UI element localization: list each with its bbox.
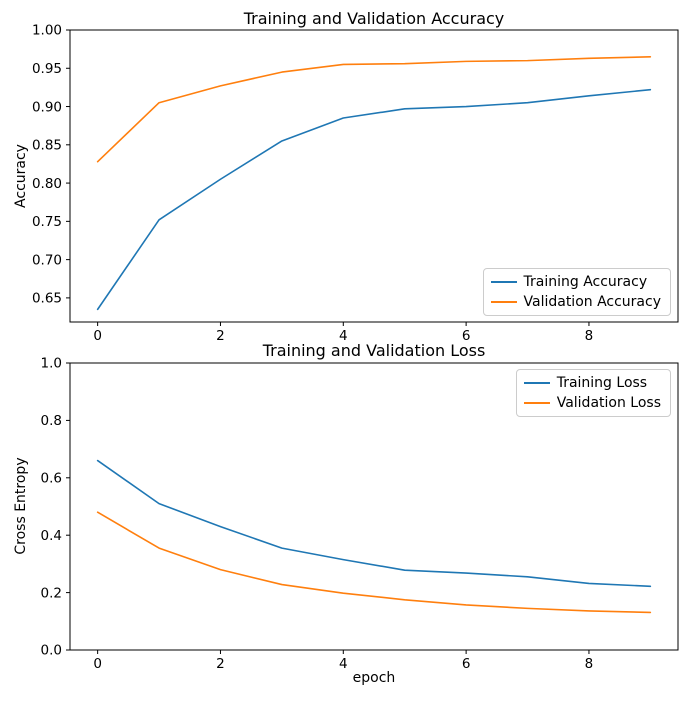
x-tick-label: 6 xyxy=(462,656,471,672)
x-tick-label: 0 xyxy=(93,656,102,672)
training-loss-line xyxy=(96,459,652,588)
legend-entry-training-loss: Training Loss xyxy=(523,375,661,391)
x-tick-label: 4 xyxy=(339,656,348,672)
y-tick-label: 0.85 xyxy=(32,138,62,154)
y-tick-label: 0.70 xyxy=(32,252,62,268)
training-and-validation-accuracy-axes: 0.65 0.70 0.75 0.80 0.85 0.90 0.95 1.00 0 2 4 6 8 xyxy=(32,23,679,344)
x-tick-label: 6 xyxy=(462,328,471,344)
legend-label: Training Accuracy xyxy=(523,274,648,290)
axes-spines xyxy=(69,362,679,651)
y-tick-label: 0.8 xyxy=(41,413,62,429)
training-and-validation-loss-axes: 0.0 0.2 0.4 0.6 0.8 1.0 0 2 4 6 8 xyxy=(41,356,679,672)
legend-label: Training Loss xyxy=(556,375,648,391)
y-tick-label: 0.2 xyxy=(41,585,62,601)
validation-accuracy-line xyxy=(96,55,652,163)
y-tick-label: 0.75 xyxy=(32,214,62,230)
accuracy-y-axis-label: Accuracy xyxy=(13,144,29,208)
validation-loss-line xyxy=(96,511,652,614)
validation-accuracy-line-swatch xyxy=(490,301,517,303)
training-loss-line-swatch xyxy=(523,382,550,384)
y-tick-label: 0.80 xyxy=(32,176,62,192)
y-tick-label: 1.00 xyxy=(32,23,62,39)
x-tick-label: 2 xyxy=(216,656,225,672)
training-accuracy-line xyxy=(96,88,652,311)
x-tick-label: 4 xyxy=(339,328,348,344)
y-tick-label: 0.4 xyxy=(41,528,62,544)
legend-label: Validation Loss xyxy=(556,395,661,411)
y-tick-label: 0.0 xyxy=(41,643,62,659)
y-tick-label: 1.0 xyxy=(41,356,62,372)
accuracy-chart-title: Training and Validation Accuracy xyxy=(243,9,505,28)
validation-loss-line-swatch xyxy=(523,402,550,404)
x-tick-label: 2 xyxy=(216,328,225,344)
loss-chart-title: Training and Validation Loss xyxy=(262,341,486,360)
x-tick-label: 8 xyxy=(585,328,594,344)
axes-spines xyxy=(69,29,679,323)
epoch-x-axis-label: epoch xyxy=(352,670,396,686)
y-tick-label: 0.65 xyxy=(32,291,62,307)
legend-label: Validation Accuracy xyxy=(523,294,662,310)
legend-entry-validation-accuracy: Validation Accuracy xyxy=(490,294,662,310)
legend-entry-training-accuracy: Training Accuracy xyxy=(490,274,662,290)
training-accuracy-line-swatch xyxy=(490,281,517,283)
y-tick-label: 0.6 xyxy=(41,471,62,487)
legend-entry-validation-loss: Validation Loss xyxy=(523,395,661,411)
loss-legend: Training Loss Validation Loss xyxy=(515,369,671,417)
accuracy-legend: Training Accuracy Validation Accuracy xyxy=(482,268,671,316)
x-tick-label: 8 xyxy=(585,656,594,672)
y-tick-label: 0.90 xyxy=(32,99,62,115)
y-tick-label: 0.95 xyxy=(32,61,62,77)
loss-y-axis-label: Cross Entropy xyxy=(13,457,29,555)
x-tick-label: 0 xyxy=(93,328,102,344)
